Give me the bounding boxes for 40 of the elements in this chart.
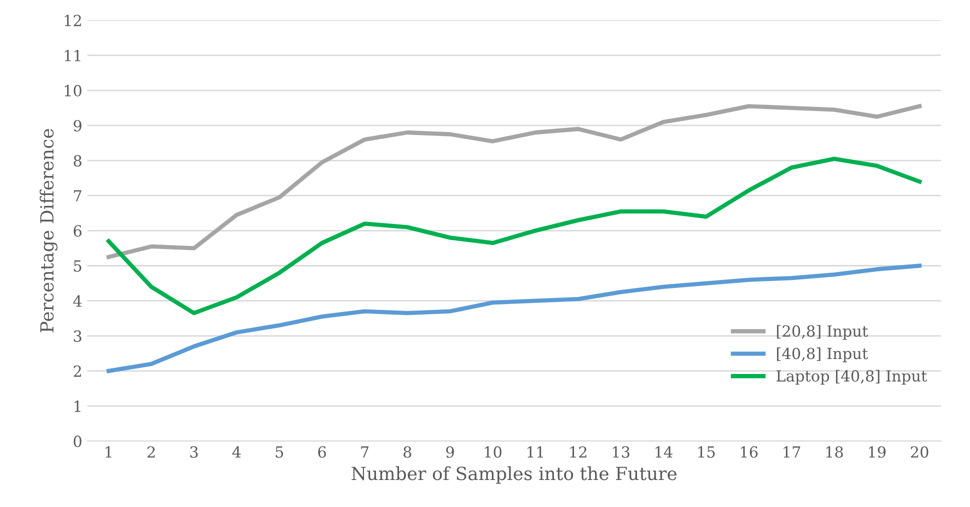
y-tick-label: 3 [74,330,82,342]
x-tick-label: 7 [361,446,368,458]
y-tick-label: 1 [74,400,80,412]
x-tick-label: 2 [147,446,155,458]
y-tick-label: 8 [74,155,82,167]
line-series [106,156,922,316]
x-tick-label: 10 [484,446,502,458]
x-tick-label: 5 [276,446,284,458]
y-tick-label: 6 [74,225,82,237]
x-tick-label: 13 [612,446,630,458]
x-axis-title: Number of Samples into the Future [352,466,677,484]
legend-label: [20,8] Input [777,325,868,340]
x-tick-label: 9 [446,446,454,458]
y-tick-label: 9 [74,120,82,132]
legend-label: [40,8] Input [777,347,868,362]
y-tick-label: 11 [64,50,80,62]
line-series [106,104,922,260]
x-tick-label: 19 [869,446,886,458]
x-tick-label: 3 [190,446,198,458]
y-tick-label: 0 [74,436,82,448]
x-tick-label: 16 [740,446,758,458]
x-tick-label: 20 [910,446,928,458]
y-axis-title: Percentage Difference [40,129,58,332]
y-tick-label: 2 [74,365,81,377]
x-tick-label: 12 [570,446,586,458]
x-tick-label: 6 [318,446,326,458]
x-tick-label: 18 [826,446,843,458]
y-tick-label: 12 [64,14,81,26]
x-tick-label: 15 [698,446,715,458]
x-tick-label: 1 [106,446,112,458]
x-tick-label: 14 [656,446,672,458]
legend-label: Laptop [40,8] Input [776,370,928,385]
x-tick-label: 8 [404,446,412,458]
y-tick-label: 7 [74,190,82,202]
y-tick-label: 5 [74,260,82,272]
x-tick-label: 4 [232,446,241,458]
y-tick-label: 10 [64,84,82,96]
y-tick-label: 4 [73,295,82,307]
x-tick-label: 11 [528,446,543,458]
x-tick-label: 17 [784,446,800,458]
